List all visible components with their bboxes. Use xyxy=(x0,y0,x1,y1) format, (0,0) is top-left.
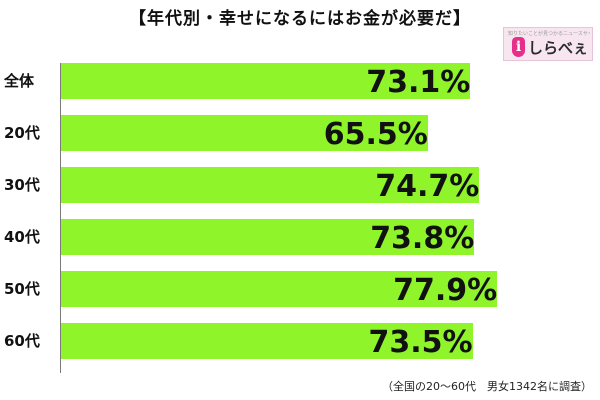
logo-mark-icon: i xyxy=(512,37,525,57)
data-label: 77.9% xyxy=(393,273,498,308)
category-label: 全体 xyxy=(4,72,35,90)
bar xyxy=(61,63,471,99)
category-label: 30代 xyxy=(4,176,40,194)
category-label: 20代 xyxy=(4,124,40,142)
chart-title: 【年代別・幸せになるにはお金が必要だ】 xyxy=(129,9,471,29)
logo-tagline: 知りたいことが見つかるニュースサイト xyxy=(508,31,590,37)
data-label: 65.5% xyxy=(323,117,428,152)
data-label: 73.1% xyxy=(366,65,471,100)
bar xyxy=(61,271,498,307)
data-label: 73.5% xyxy=(368,325,473,360)
bar xyxy=(61,219,475,255)
category-label: 60代 xyxy=(4,332,40,350)
bar xyxy=(61,323,473,359)
data-label: 74.7% xyxy=(375,169,480,204)
data-label: 73.8% xyxy=(370,221,475,256)
survey-footnote: （全国の20～60代 男女1342名に調査） xyxy=(382,380,592,393)
bar xyxy=(61,167,480,203)
site-logo: 知りたいことが見つかるニュースサイト i しらべぇ xyxy=(503,27,593,61)
category-label: 40代 xyxy=(4,228,40,246)
category-axis-line xyxy=(60,63,61,373)
bar xyxy=(61,115,428,151)
logo-text: しらべぇ xyxy=(528,39,589,57)
category-label: 50代 xyxy=(4,280,40,298)
